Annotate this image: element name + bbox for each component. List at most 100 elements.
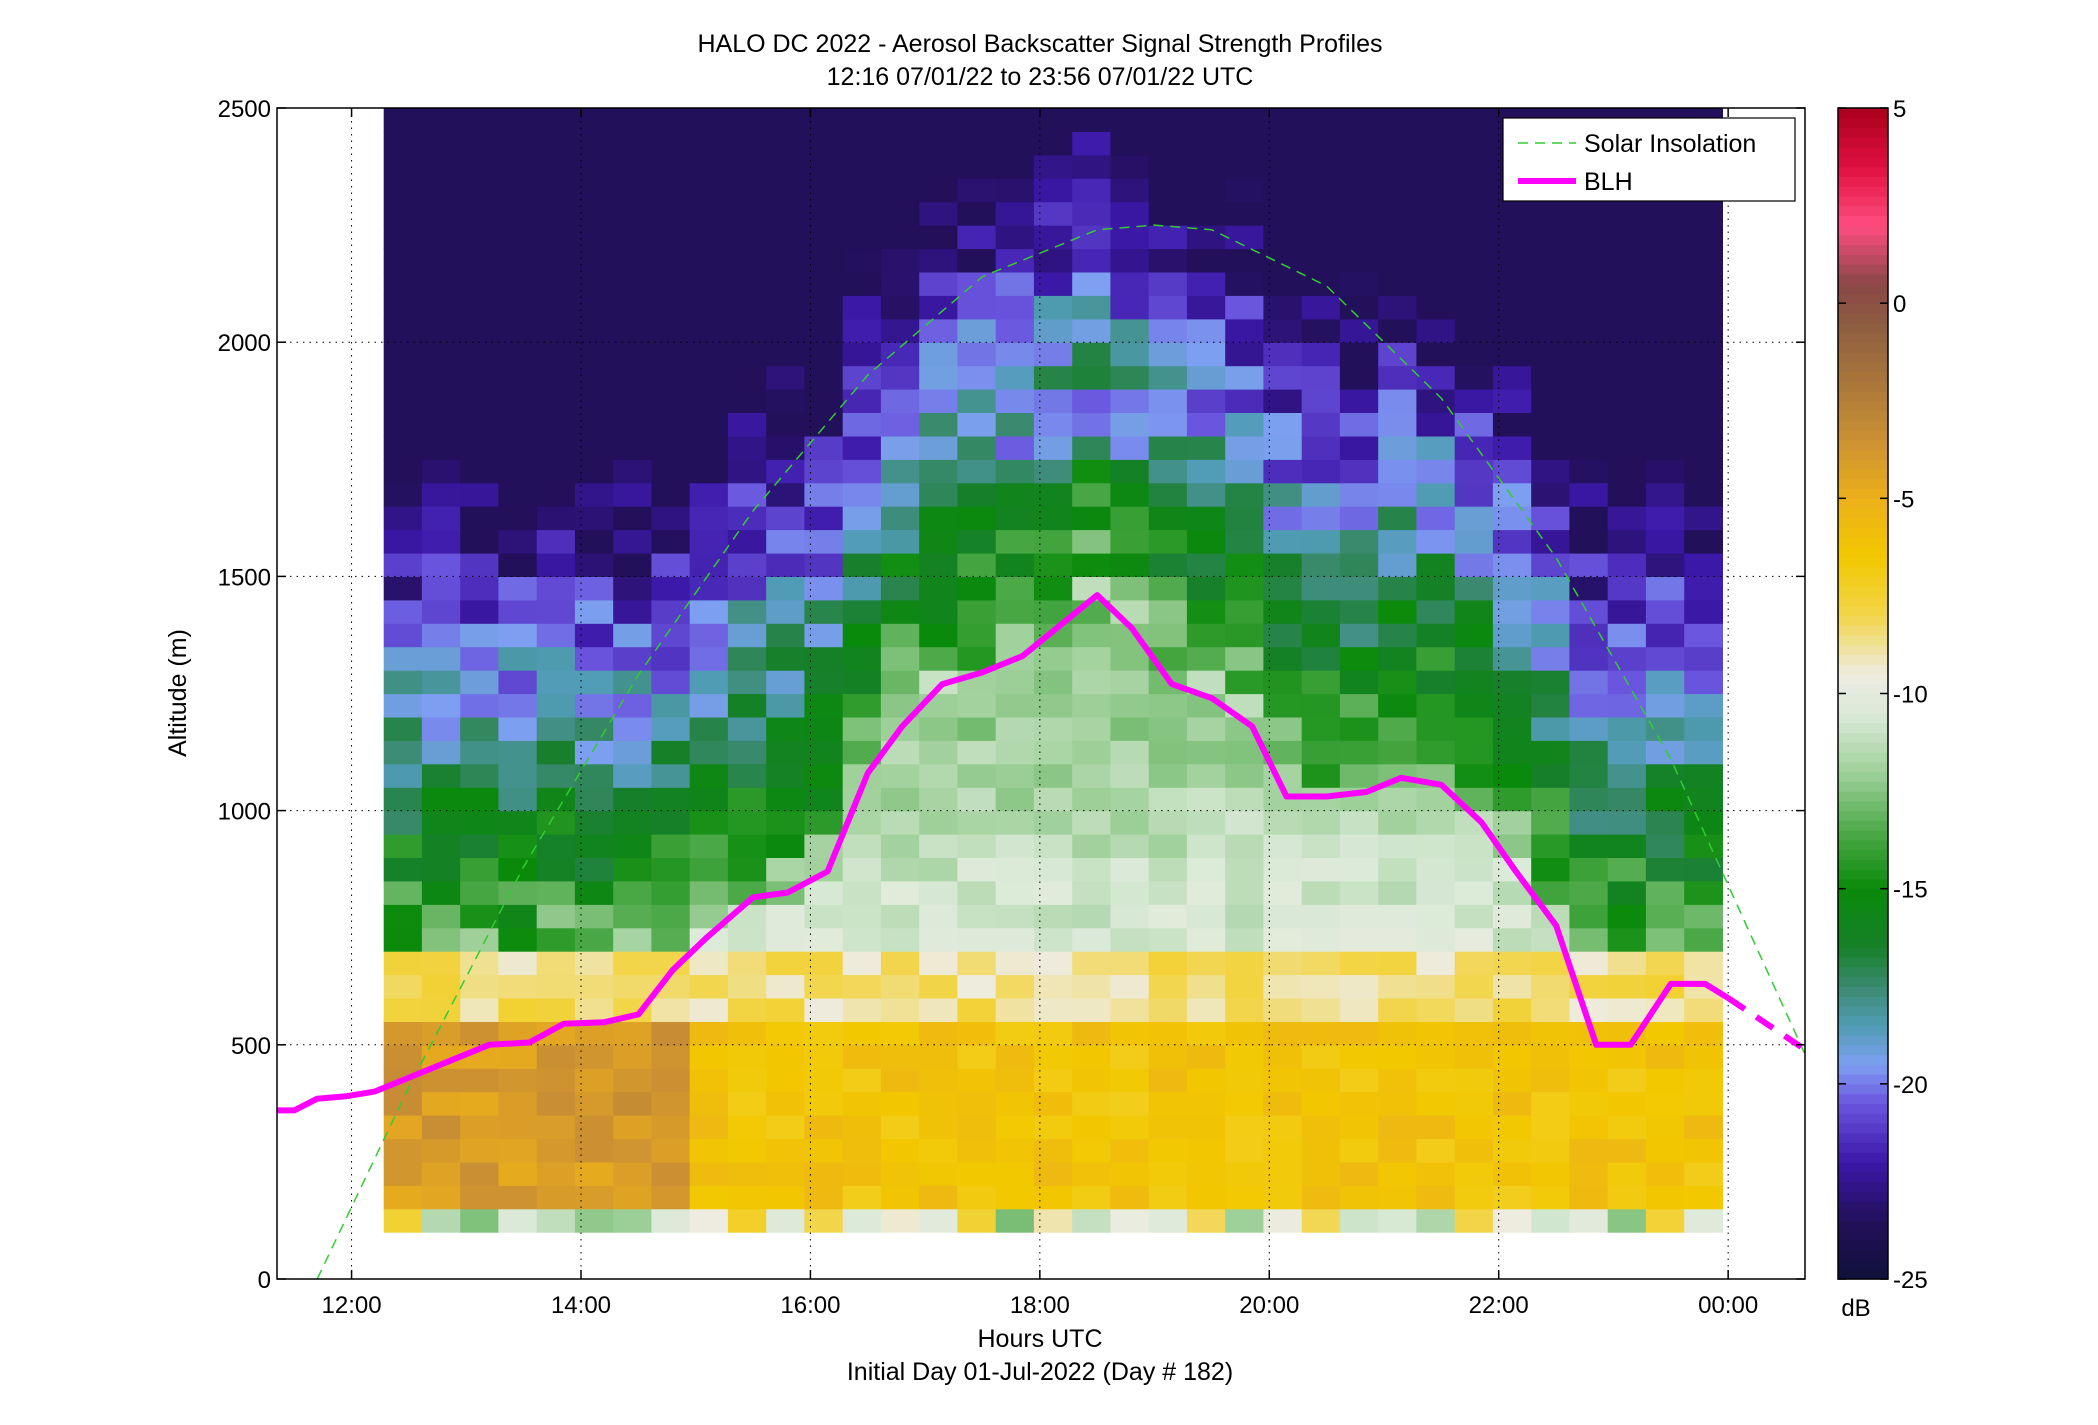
heatmap-cell [1263, 553, 1303, 577]
heatmap-cell [1072, 763, 1111, 788]
heatmap-cell [1531, 1068, 1570, 1093]
heatmap-cell [842, 271, 882, 296]
colorbar-segment [1838, 283, 1888, 295]
heatmap-cell [957, 623, 997, 648]
heatmap-cell [880, 974, 920, 999]
heatmap-cell [574, 716, 614, 741]
y-tick-label: 2500 [218, 96, 271, 123]
heatmap-cell [1684, 1091, 1723, 1116]
heatmap-cell [613, 201, 652, 226]
heatmap-cell [1072, 1068, 1111, 1093]
heatmap-cell [1339, 178, 1379, 203]
heatmap-cell [1378, 740, 1417, 765]
heatmap-cell [1416, 646, 1456, 671]
heatmap-cell [1378, 248, 1417, 273]
heatmap-cell [1072, 459, 1111, 484]
heatmap-cell [995, 740, 1035, 765]
heatmap-cell [651, 529, 691, 554]
heatmap-cell [1186, 389, 1226, 413]
heatmap-cell [766, 1161, 805, 1186]
heatmap-cell [1684, 576, 1723, 601]
heatmap-cell [689, 1138, 729, 1163]
heatmap-cell [1607, 1115, 1647, 1140]
heatmap-cell [1263, 857, 1303, 882]
colorbar-tick-label: -20 [1893, 1072, 1928, 1099]
heatmap-cell [689, 1208, 729, 1233]
heatmap-cell [919, 974, 958, 999]
heatmap-cell [1378, 154, 1417, 179]
heatmap-cell [1072, 623, 1111, 648]
heatmap-cell [957, 201, 997, 226]
heatmap-cell [1148, 178, 1188, 203]
heatmap-cell [421, 318, 461, 343]
heatmap-cell [1569, 857, 1609, 882]
heatmap-cell [460, 927, 499, 952]
heatmap-cell [421, 834, 461, 858]
heatmap-cell [1339, 1068, 1379, 1093]
heatmap-cell [651, 880, 691, 905]
x-tick-label: 16:00 [780, 1292, 840, 1319]
heatmap-cell [1072, 271, 1111, 296]
heatmap-cell [727, 834, 767, 858]
heatmap-cell [460, 951, 499, 976]
heatmap-cell [1607, 974, 1647, 999]
heatmap-cell [1186, 506, 1226, 531]
heatmap-cell [1263, 646, 1303, 671]
heatmap-cell [1225, 880, 1264, 905]
heatmap-cell [804, 295, 844, 320]
heatmap-cell [1607, 880, 1647, 905]
heatmap-cell [842, 623, 882, 648]
heatmap-cell [1186, 1068, 1226, 1093]
heatmap-cell [804, 927, 844, 952]
heatmap-cell [574, 599, 614, 624]
heatmap-cell [689, 834, 729, 858]
heatmap-cell [919, 1068, 958, 1093]
heatmap-cell [1110, 1068, 1150, 1093]
heatmap-cell [1378, 389, 1417, 413]
heatmap-cell [1684, 529, 1723, 554]
heatmap-cell [1684, 459, 1723, 484]
heatmap-cell [1416, 318, 1456, 343]
heatmap-cell [1263, 459, 1303, 484]
heatmap-cell [1263, 599, 1303, 624]
heatmap-cell [1684, 763, 1723, 788]
heatmap-cell [766, 553, 805, 577]
heatmap-cell [1148, 201, 1188, 226]
heatmap-cell [1186, 1115, 1226, 1140]
colorbar-segment [1838, 878, 1888, 890]
heatmap-cell [1378, 998, 1417, 1022]
heatmap-cell [383, 553, 423, 577]
heatmap-cell [1454, 529, 1494, 554]
heatmap-cell [880, 201, 920, 226]
heatmap-cell [1454, 248, 1494, 273]
heatmap-cell [1492, 716, 1532, 741]
colorbar-segment [1838, 332, 1888, 343]
heatmap-cell [1684, 740, 1723, 765]
heatmap-cell [613, 623, 652, 648]
heatmap-cell [1684, 295, 1723, 320]
heatmap-cell [1416, 740, 1456, 765]
colorbar-segment [1838, 147, 1888, 158]
colorbar-segment [1838, 732, 1888, 743]
heatmap-cell [1454, 271, 1494, 296]
heatmap-cell [880, 553, 920, 577]
chart-title: HALO DC 2022 - Aerosol Backscatter Signa… [697, 30, 1382, 58]
heatmap-cell [995, 880, 1035, 905]
heatmap-cell [498, 1115, 538, 1140]
heatmap-cell [383, 974, 423, 999]
heatmap-cell [498, 599, 538, 624]
heatmap-cell [1072, 693, 1111, 718]
heatmap-cell [1263, 248, 1303, 273]
heatmap-cell [1225, 318, 1264, 343]
blh-line-extension [1726, 995, 1805, 1052]
y-tick-label: 1500 [218, 564, 271, 591]
heatmap-cell [1531, 576, 1570, 601]
heatmap-cell [1569, 1091, 1609, 1116]
heatmap-cell [1492, 342, 1532, 367]
heatmap-cell [957, 131, 997, 156]
heatmap-cell [842, 108, 882, 132]
heatmap-cell [1225, 998, 1264, 1022]
heatmap-cell [1607, 1208, 1647, 1233]
heatmap-cell [1454, 506, 1494, 531]
heatmap-cell [727, 646, 767, 671]
